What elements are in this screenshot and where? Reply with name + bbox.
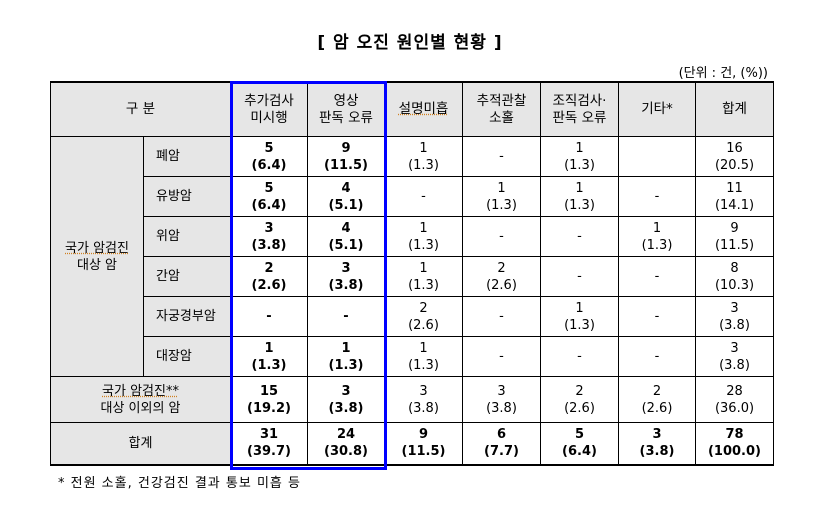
cancer-type-label: 간암 xyxy=(143,256,231,297)
table-cell: - xyxy=(540,216,619,257)
table-cell: 3 (3.8) xyxy=(618,422,696,465)
header-col-6: 기타* xyxy=(618,81,696,137)
table-cell: - xyxy=(462,296,541,337)
table-cell: 3 (3.8) xyxy=(462,376,541,423)
header-col-1: 추가검사 미시행 xyxy=(230,81,308,137)
table-row: 유방암 5 (6.4) 4 (5.1) -1 (1.3) 1 (1.3) -11 (14.1) xyxy=(51,176,774,217)
table-cell: 2 (2.6) xyxy=(462,256,541,297)
table-cell: 16 (20.5) xyxy=(695,136,774,177)
misdiagnosis-table: 구 분 추가검사 미시행 영상 판독 오류 설명미흡 추적관찰 소홀 조직검사· 판독 … xyxy=(50,81,774,466)
header-col-5: 조직검사· 판독 오류 xyxy=(540,81,619,137)
table-cell: 2 (2.6) xyxy=(384,296,463,337)
table-cell: 9 (11.5) xyxy=(307,136,385,177)
header-col-2: 영상 판독 오류 xyxy=(307,81,385,137)
table-cell: - xyxy=(230,296,308,337)
table-cell: 24 (30.8) xyxy=(307,422,385,465)
table-cell: - xyxy=(384,176,463,217)
cancer-type-label: 위암 xyxy=(143,216,231,257)
table-row: 자궁경부암 - -2 (2.6) -1 (1.3) -3 (3.8) xyxy=(51,296,774,337)
table-cell: 3 (3.8) xyxy=(695,336,774,377)
table-cell: 2 (2.6) xyxy=(540,376,619,423)
cancer-type-label: 자궁경부암 xyxy=(143,296,231,337)
table-row: 국가 암검진 대상 암 폐암 5 (6.4) 9 (11.5) 1 (1.3) -1 (1.3) 16… xyxy=(50,136,774,377)
table-cell: - xyxy=(462,336,541,377)
table-cell: 15 (19.2) xyxy=(230,376,308,423)
table-cell: 4 (5.1) xyxy=(307,216,385,257)
total-row: 합계 31 (39.7) 24 (30.8) 9 (11.5) 6 (7.7) 5 (6.4) 3(… xyxy=(50,422,774,465)
table-cell: 8 (10.3) xyxy=(695,256,774,297)
table-cell: 1 (1.3) xyxy=(540,296,619,337)
table-cell: - xyxy=(618,256,696,297)
table-cell: 1 (1.3) xyxy=(384,256,463,297)
table-cell: - xyxy=(462,136,541,177)
table-cell: - xyxy=(618,336,696,377)
table-cell: 1 (1.3) xyxy=(307,336,385,377)
table-cell: - xyxy=(462,216,541,257)
table-cell: 3 (3.8) xyxy=(230,216,308,257)
table-cell: - xyxy=(307,296,385,337)
other-cancer-row: 국가 암검진** 대상 이외의 암 15 (19.2) 3 (3.8) 3 (3.8) 3 (3… xyxy=(50,376,774,423)
table-cell: - xyxy=(618,176,696,217)
table-cell: 2 (2.6) xyxy=(230,256,308,297)
cancer-type-label: 폐암 xyxy=(143,136,231,177)
header-category: 구 분 xyxy=(50,81,231,137)
table-cell: 31 (39.7) xyxy=(230,422,308,465)
table-cell xyxy=(618,136,696,177)
table-cell: 9 (11.5) xyxy=(384,422,463,465)
table-cell: 1 (1.3) xyxy=(618,216,696,257)
table-cell: 5 (6.4) xyxy=(230,176,308,217)
table-cell: 5 (6.4) xyxy=(230,136,308,177)
table-row: 대장암 1 (1.3) 1 (1.3) 1 (1.3) - - -3 (3.8) xyxy=(51,336,774,377)
table-row: 간암 2 (2.6) 3 (3.8) 1 (1.3) 2 (2.6) - -8 (10.3) xyxy=(51,256,774,297)
table-cell: 1 (1.3) xyxy=(540,176,619,217)
header-col-7: 합계 xyxy=(695,81,774,137)
table-cell: 28 (36.0) xyxy=(695,376,774,423)
group-label: 국가 암검진 대상 암 xyxy=(50,136,144,377)
table-cell: 78 (100.0) xyxy=(695,422,774,465)
table-cell: - xyxy=(540,336,619,377)
table-cell: 6 (7.7) xyxy=(462,422,541,465)
table-cell: 2 (2.6) xyxy=(618,376,696,423)
total-label: 합계 xyxy=(50,422,231,465)
table-cell: - xyxy=(618,296,696,337)
table-cell: - xyxy=(540,256,619,297)
header-col-4: 추적관찰 소홀 xyxy=(462,81,541,137)
header-row: 구 분 추가검사 미시행 영상 판독 오류 설명미흡 추적관찰 소홀 조직검사· 판독 … xyxy=(50,81,774,137)
table-cell: 1 (1.3) xyxy=(384,216,463,257)
table-row: 위암 3 (3.8) 4 (5.1) 1 (1.3) - -1 (1.3) 9 (11.5) xyxy=(51,216,774,257)
table-cell: 4 (5.1) xyxy=(307,176,385,217)
table-cell: 3 (3.8) xyxy=(695,296,774,337)
page-title: [ 암 오진 원인별 현황 ] xyxy=(317,33,503,53)
header-col-3: 설명미흡 xyxy=(384,81,463,137)
other-cancer-label: 국가 암검진** 대상 이외의 암 xyxy=(50,376,231,423)
table-cell: 1 (1.3) xyxy=(384,136,463,177)
table-cell: 11 (14.1) xyxy=(695,176,774,217)
table-cell: 3 (3.8) xyxy=(307,256,385,297)
cancer-type-label: 대장암 xyxy=(143,336,231,377)
table-cell: 1 (1.3) xyxy=(540,136,619,177)
table-cell: 1 (1.3) xyxy=(384,336,463,377)
unit-label: (단위 : 건, (%)) xyxy=(678,66,768,81)
table-cell: 5 (6.4) xyxy=(540,422,619,465)
table-cell: 9 (11.5) xyxy=(695,216,774,257)
footnote: * 전원 소홀, 건강검진 결과 통보 미흡 등 xyxy=(58,476,301,491)
table-cell: 1 (1.3) xyxy=(462,176,541,217)
table-cell: 3 (3.8) xyxy=(384,376,463,423)
cancer-type-label: 유방암 xyxy=(143,176,231,217)
table-cell: 1 (1.3) xyxy=(230,336,308,377)
table-cell: 3 (3.8) xyxy=(307,376,385,423)
